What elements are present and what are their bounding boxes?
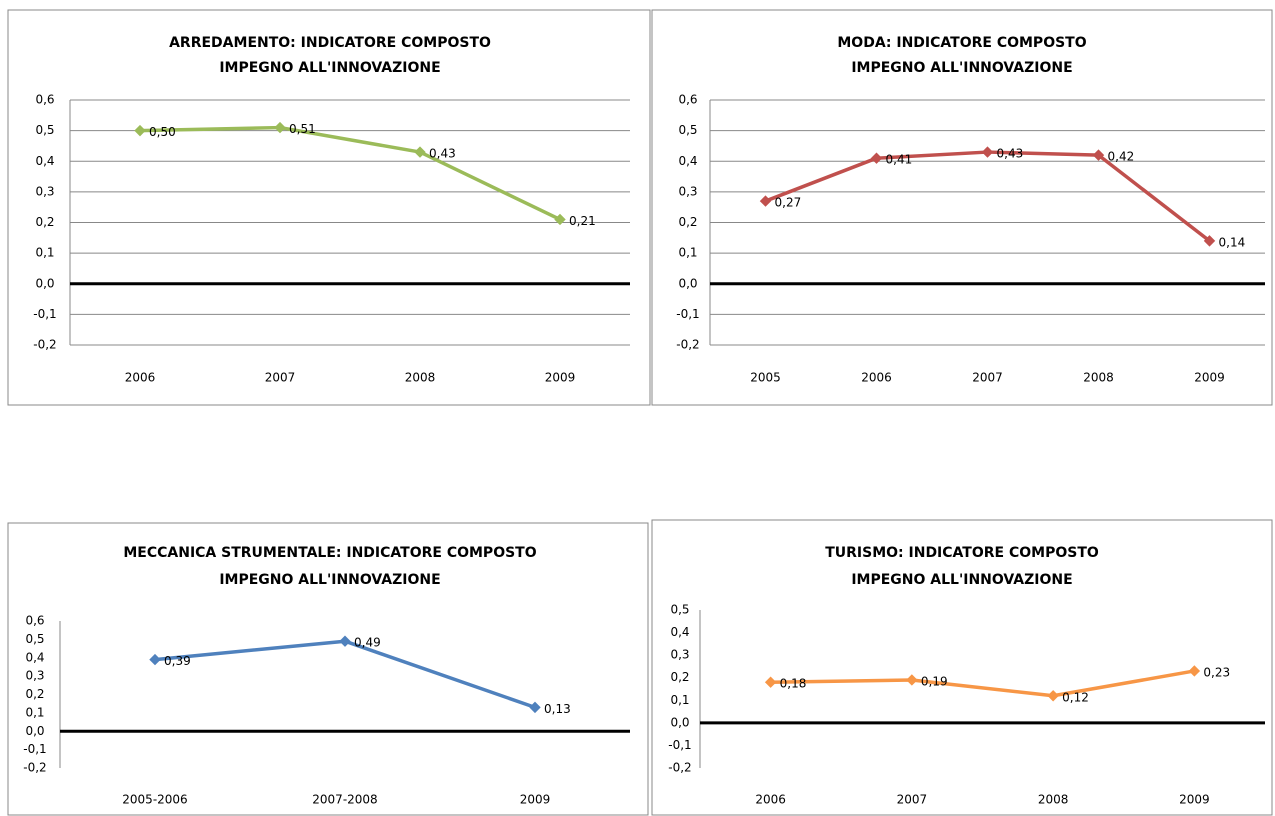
x-tick-label: 2006: [861, 371, 892, 385]
chart-title: IMPEGNO ALL'INNOVAZIONE: [219, 60, 440, 76]
y-tick-label: 0,0: [678, 276, 697, 290]
x-tick-label: 2007: [972, 371, 1003, 385]
marker: [759, 195, 772, 207]
y-tick-label: 0,0: [25, 724, 44, 738]
chart-title: MECCANICA STRUMENTALE: INDICATORE COMPOS…: [123, 545, 536, 561]
x-tick-label: 2009: [545, 371, 576, 385]
y-tick-label: 0,1: [678, 246, 697, 260]
y-tick-label: 0,5: [678, 123, 697, 137]
x-tick-label: 2009: [1179, 793, 1210, 807]
x-tick-label: 2008: [1038, 793, 1069, 807]
y-tick-label: 0,3: [25, 669, 44, 683]
panel: [651, 519, 1273, 816]
value-label: 0,41: [886, 153, 913, 167]
y-tick-label: 0,3: [670, 648, 689, 662]
y-tick-label: -0,2: [676, 338, 699, 352]
marker: [981, 146, 994, 158]
panel: [7, 9, 651, 406]
marker: [134, 124, 146, 137]
marker: [414, 146, 426, 158]
value-label: 0,27: [775, 196, 802, 210]
marker: [764, 676, 777, 688]
chart-title: ARREDAMENTO: INDICATORE COMPOSTO: [169, 35, 491, 51]
chart-title: TURISMO: INDICATORE COMPOSTO: [825, 545, 1099, 561]
x-tick-label: 2008: [1083, 371, 1114, 385]
y-tick-label: 0,5: [670, 603, 689, 617]
x-tick-label: 2007: [265, 371, 296, 385]
chart-title: MODA: INDICATORE COMPOSTO: [837, 35, 1086, 51]
y-tick-label: -0,2: [668, 761, 691, 775]
y-tick-label: 0,3: [678, 184, 697, 198]
value-label: 0,19: [921, 674, 948, 688]
x-tick-label: 2009: [520, 793, 551, 807]
y-tick-label: 0,4: [670, 625, 689, 639]
value-label: 0,43: [429, 147, 456, 161]
x-tick-label: 2008: [405, 371, 436, 385]
value-label: 0,43: [997, 147, 1024, 161]
panel: [7, 522, 649, 816]
y-tick-label: 0,6: [678, 93, 697, 107]
value-label: 0,14: [1219, 235, 1246, 249]
y-tick-label: 0,3: [35, 184, 54, 198]
marker: [149, 653, 161, 666]
series-line: [770, 669, 1195, 698]
x-tick-label: 2009: [1194, 371, 1225, 385]
value-label: 0,21: [569, 214, 596, 228]
marker: [870, 152, 883, 164]
y-tick-label: 0,0: [670, 715, 689, 729]
marker: [906, 674, 918, 686]
y-tick-label: 0,6: [35, 93, 54, 107]
y-tick-label: 0,2: [678, 215, 697, 229]
value-label: 0,23: [1203, 665, 1230, 679]
y-tick-label: -0,1: [668, 738, 691, 752]
y-tick-label: 0,2: [25, 687, 44, 701]
x-tick-label: 2006: [755, 793, 786, 807]
y-tick-label: 0,4: [678, 154, 697, 168]
marker: [1047, 690, 1059, 702]
x-tick-label: 2007: [897, 793, 928, 807]
marker: [1188, 665, 1201, 677]
value-label: 0,50: [149, 125, 176, 139]
series-line: [139, 125, 561, 222]
marker: [1203, 235, 1216, 247]
x-tick-label: 2005-2006: [122, 793, 187, 807]
chart-title: IMPEGNO ALL'INNOVAZIONE: [219, 572, 440, 588]
value-label: 0,13: [544, 702, 571, 716]
value-label: 0,39: [164, 654, 191, 668]
y-tick-label: 0,1: [35, 246, 54, 260]
value-label: 0,42: [1108, 150, 1135, 164]
y-tick-label: -0,1: [33, 307, 56, 321]
value-label: 0,18: [780, 677, 807, 691]
x-tick-label: 2005: [750, 371, 781, 385]
marker: [274, 121, 286, 134]
marker: [339, 635, 351, 647]
y-tick-label: 0,6: [25, 614, 44, 628]
chart-title: IMPEGNO ALL'INNOVAZIONE: [851, 60, 1072, 76]
chart-title: IMPEGNO ALL'INNOVAZIONE: [851, 572, 1072, 588]
y-tick-label: -0,2: [23, 761, 46, 775]
value-label: 0,12: [1062, 690, 1089, 704]
y-tick-label: -0,2: [33, 338, 56, 352]
y-tick-label: 0,1: [25, 705, 44, 719]
x-tick-label: 2006: [125, 371, 156, 385]
y-tick-label: 0,2: [670, 670, 689, 684]
y-tick-label: 0,0: [35, 276, 54, 290]
y-tick-label: 0,5: [35, 123, 54, 137]
marker: [554, 213, 566, 226]
y-tick-label: -0,1: [676, 307, 699, 321]
marker: [1092, 149, 1105, 161]
value-label: 0,51: [289, 122, 316, 136]
x-tick-label: 2007-2008: [312, 793, 377, 807]
value-label: 0,49: [354, 636, 381, 650]
y-tick-label: 0,4: [35, 154, 54, 168]
y-tick-label: -0,1: [23, 742, 46, 756]
y-tick-label: 0,5: [25, 632, 44, 646]
marker: [529, 701, 541, 714]
y-tick-label: 0,2: [35, 215, 54, 229]
y-tick-label: 0,1: [670, 693, 689, 707]
y-tick-label: 0,4: [25, 650, 44, 664]
